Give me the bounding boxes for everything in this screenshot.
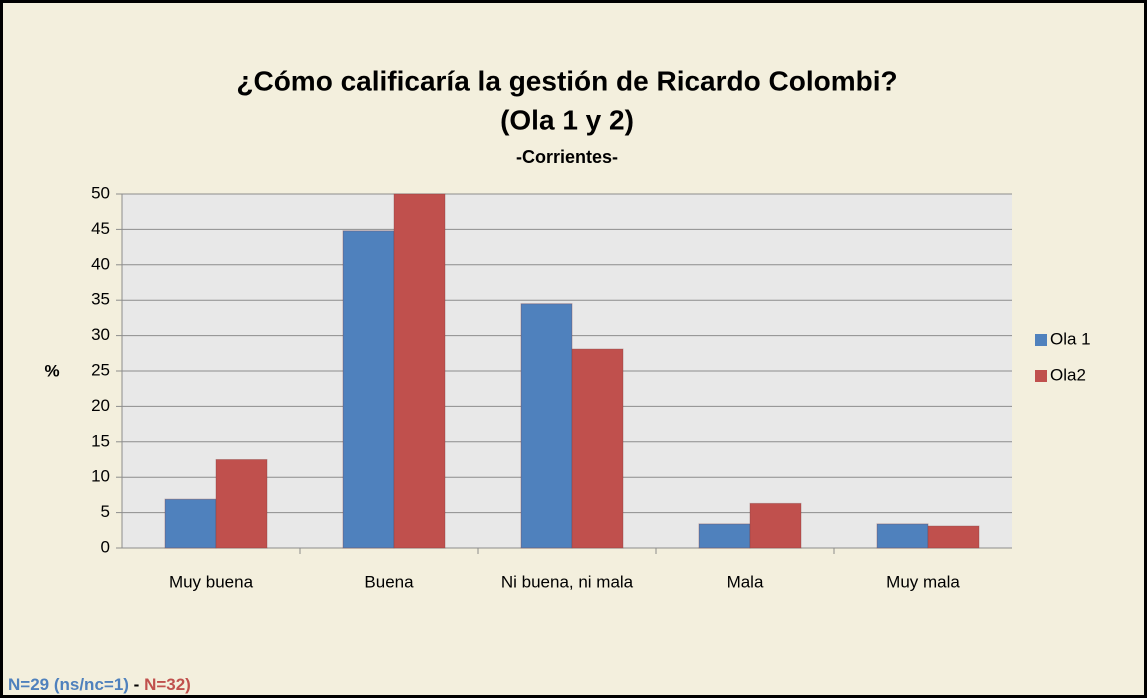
y-axis-label: % — [44, 361, 59, 380]
y-tick-label: 10 — [91, 467, 110, 486]
y-tick-label: 15 — [91, 431, 110, 450]
footnote-part: N=29 (ns/nc=1) — [8, 675, 129, 694]
bar — [698, 523, 751, 549]
chart-subtitle: -Corrientes- — [516, 147, 618, 167]
bar — [393, 193, 446, 549]
bar — [164, 498, 217, 549]
y-tick-label: 40 — [91, 254, 110, 273]
y-tick-label: 45 — [91, 219, 110, 238]
y-tick-label: 25 — [91, 360, 110, 379]
y-tick-label: 50 — [91, 183, 110, 202]
chart-title: ¿Cómo calificaría la gestión de Ricardo … — [236, 65, 897, 96]
x-tick-label: Muy buena — [169, 572, 254, 591]
legend-swatch — [1035, 334, 1047, 346]
bar — [571, 348, 624, 549]
bar — [215, 459, 268, 549]
legend-label: Ola2 — [1050, 365, 1086, 384]
bar — [520, 303, 573, 549]
bar — [927, 525, 980, 549]
footnote-part: N=32) — [144, 675, 191, 694]
footnote-part: - — [129, 675, 144, 694]
x-tick-label: Muy mala — [886, 572, 960, 591]
y-tick-label: 0 — [101, 537, 110, 556]
x-tick-label: Ni buena, ni mala — [501, 572, 634, 591]
y-tick-label: 35 — [91, 290, 110, 309]
x-tick-label: Buena — [364, 572, 414, 591]
chart-title-line2: (Ola 1 y 2) — [500, 104, 634, 135]
legend-swatch — [1035, 370, 1047, 382]
y-tick-label: 20 — [91, 396, 110, 415]
footnote: N=29 (ns/nc=1) - N=32) — [8, 675, 191, 694]
y-tick-label: 30 — [91, 325, 110, 344]
y-tick-label: 5 — [101, 502, 110, 521]
bar — [749, 502, 802, 549]
bar — [876, 523, 929, 549]
x-tick-label: Mala — [727, 572, 764, 591]
bar — [342, 230, 395, 549]
legend-label: Ola 1 — [1050, 329, 1091, 348]
